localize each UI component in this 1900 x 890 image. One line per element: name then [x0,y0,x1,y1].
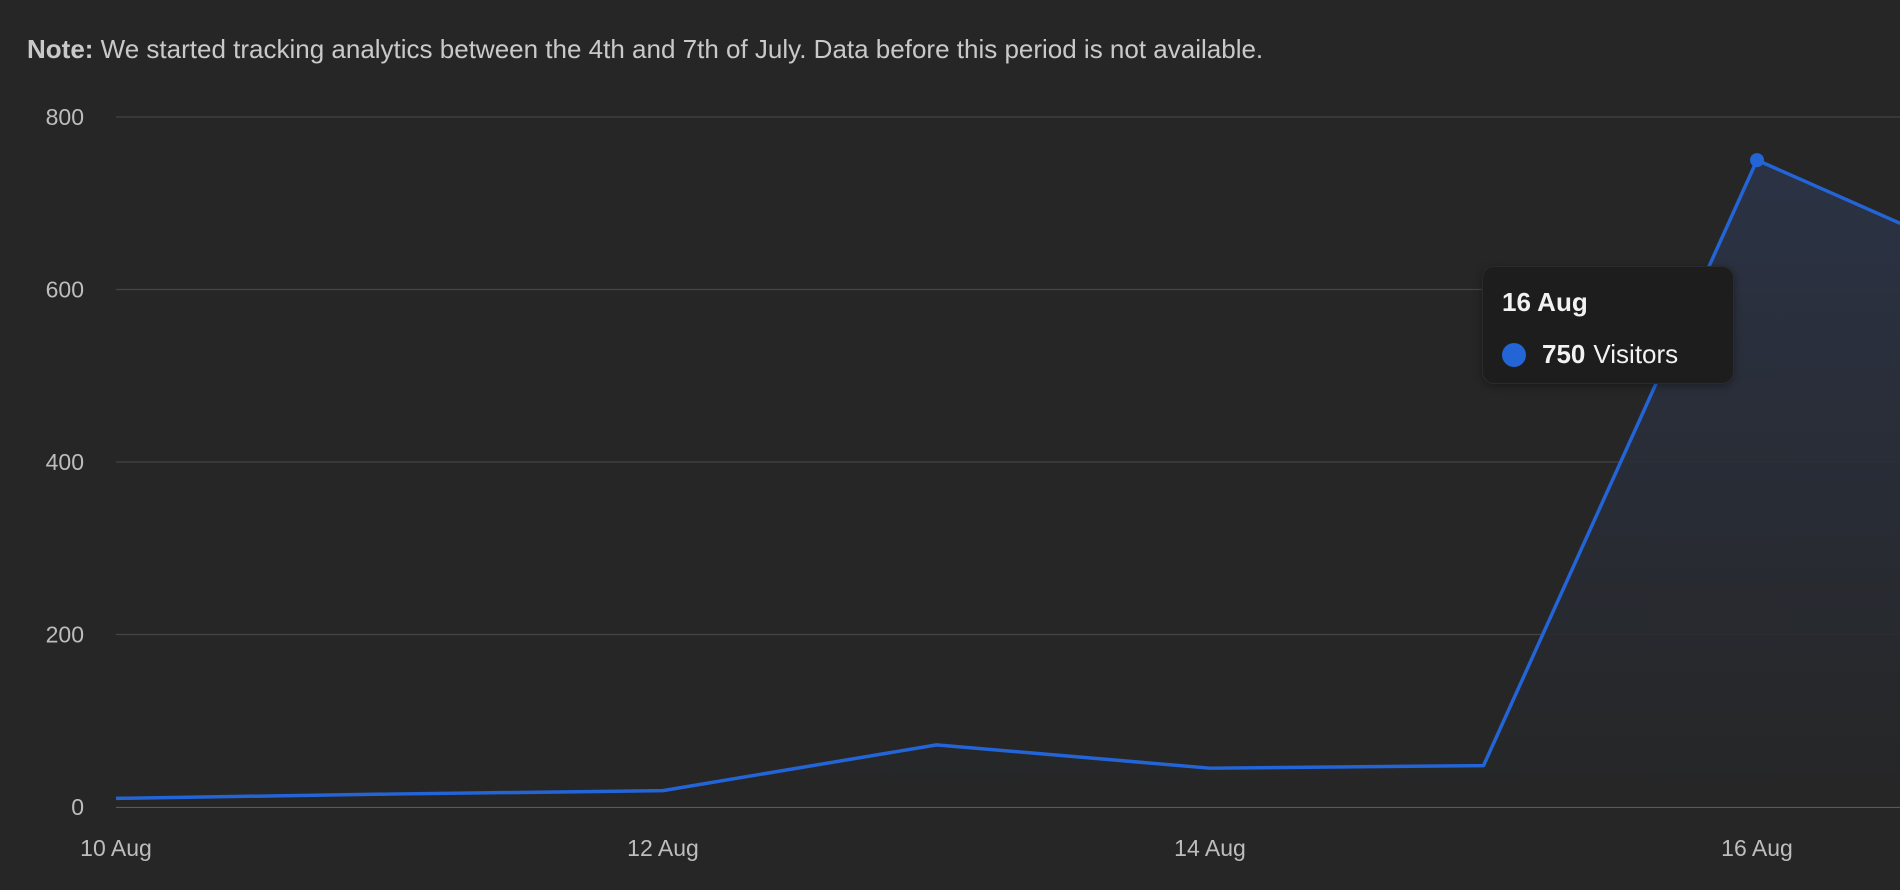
data-points [1750,153,1764,168]
tooltip-series-label: Visitors [1593,339,1679,369]
y-tick-label: 0 [71,794,84,820]
y-tick-label: 400 [46,449,84,475]
note-text: We started tracking analytics between th… [100,34,1264,64]
series-color-dot [1502,342,1526,367]
tooltip-row: 750 Visitors [1502,339,1678,370]
note-label: Note: [27,34,94,64]
y-tick-label: 200 [46,622,84,648]
visitors-series-line [115,158,1900,801]
area-under-line [116,160,1900,807]
chart-tooltip: 16 Aug 750 Visitors [1482,266,1734,384]
x-tick-label: 14 Aug [1174,835,1246,861]
x-tick-label: 10 Aug [80,835,152,861]
x-tick-label: 16 Aug [1721,835,1793,861]
y-tick-label: 600 [46,277,84,303]
highlighted-data-point [1750,153,1764,168]
tracking-note: Note: We started tracking analytics betw… [27,34,1263,65]
visitors-line [115,158,1900,801]
x-tick-label: 12 Aug [627,835,699,861]
tooltip-value: 750 [1542,339,1586,369]
tooltip-date: 16 Aug [1502,287,1588,317]
x-axis-ticks: 10 Aug 12 Aug 14 Aug 16 Aug [80,835,1793,861]
y-axis-ticks: 0 200 400 600 800 [46,104,84,820]
y-tick-label: 800 [46,104,84,130]
area-fill [116,160,1900,807]
